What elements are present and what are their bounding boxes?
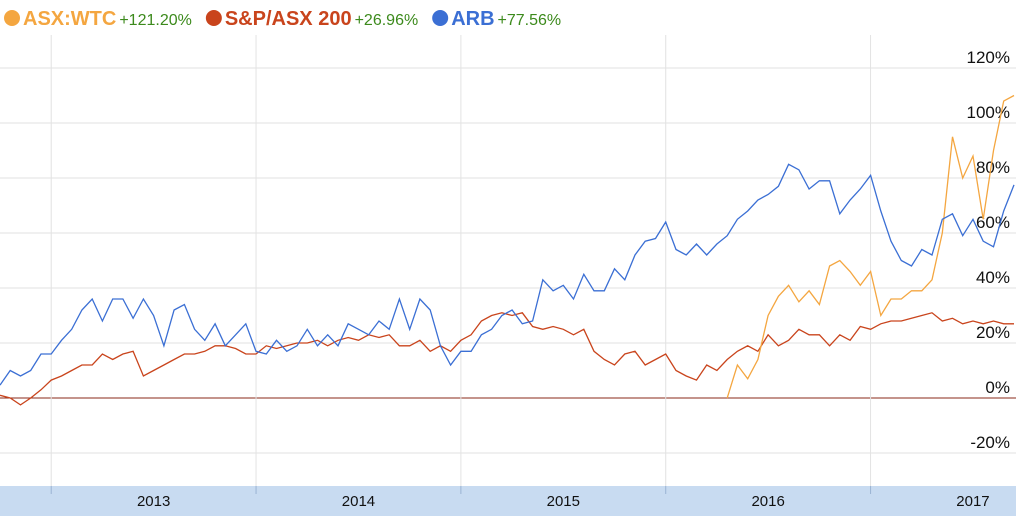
y-tick-label: 20% <box>976 323 1010 342</box>
y-tick-label: 80% <box>976 158 1010 177</box>
series-line <box>0 312 1014 406</box>
x-tick-label: 2015 <box>547 493 580 510</box>
legend-swatch[interactable] <box>4 10 20 26</box>
x-axis-band <box>0 486 1016 516</box>
series-line <box>726 94 1015 399</box>
legend-change: +26.96% <box>355 12 419 29</box>
x-tick-label: 2014 <box>342 493 375 510</box>
x-tick-label: 2013 <box>137 493 170 510</box>
y-tick-label: -20% <box>970 433 1010 452</box>
legend-swatch[interactable] <box>205 10 222 26</box>
legend-change: +121.20% <box>119 12 192 29</box>
legend-name[interactable]: S&P/ASX 200 <box>225 8 352 30</box>
legend-change: +77.56% <box>498 12 562 29</box>
y-tick-label: 60% <box>976 213 1010 232</box>
legend-name[interactable]: ASX:WTC <box>23 8 116 30</box>
y-tick-label: 120% <box>967 48 1010 67</box>
x-tick-label: 2016 <box>751 493 784 510</box>
x-tick-label: 2017 <box>956 493 989 510</box>
y-tick-label: 0% <box>985 378 1010 397</box>
legend-name[interactable]: ARB <box>451 8 494 30</box>
legend-swatch[interactable] <box>432 10 449 26</box>
y-tick-label: 40% <box>976 268 1010 287</box>
y-tick-label: 100% <box>967 103 1010 122</box>
series-line <box>0 163 1015 386</box>
